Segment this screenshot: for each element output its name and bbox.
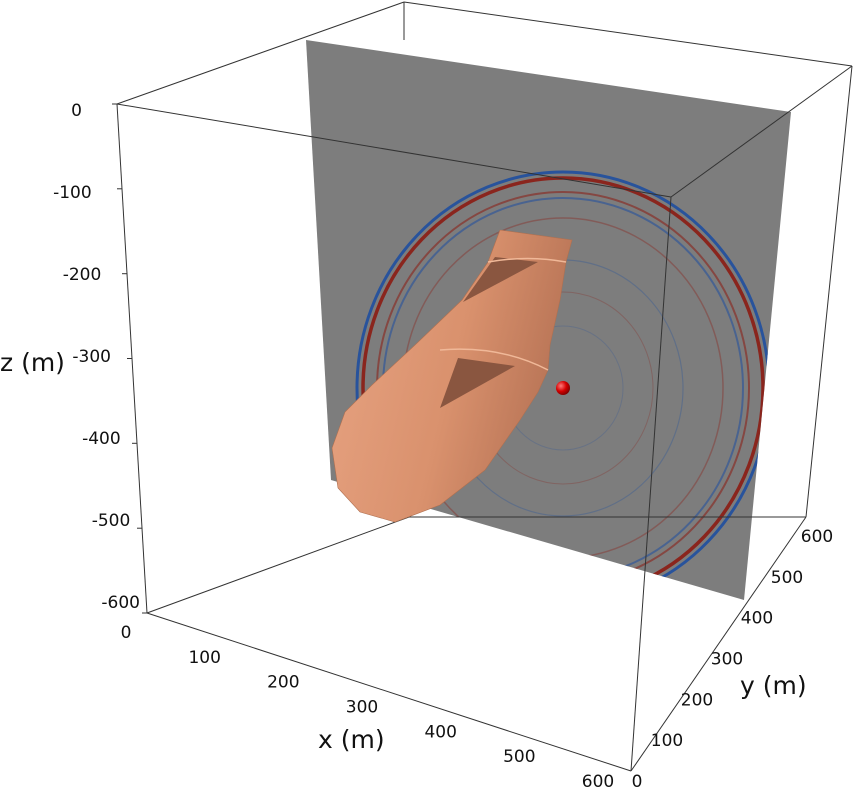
x-tick-label: 300 — [346, 698, 378, 718]
x-tick-label: 400 — [424, 722, 456, 742]
z-tick-label: 0 — [71, 101, 82, 121]
z-tick-label: -100 — [53, 183, 92, 203]
y-tick-label: 500 — [771, 568, 803, 588]
y-tick-label: 300 — [711, 650, 743, 670]
body-ridge-mid — [439, 348, 549, 371]
body-facet-upper — [463, 257, 538, 302]
x-axis-label: x (m) — [318, 725, 385, 754]
body-ridge-top — [487, 257, 567, 263]
x-axis-ticks: 0 100 200 300 400 500 600 — [121, 623, 615, 787]
x-tick-label: 0 — [121, 623, 132, 643]
z-tick-label: -200 — [63, 265, 102, 285]
z-tick-label: -400 — [82, 429, 121, 449]
y-axis-ticks: 0 100 200 300 400 500 600 — [632, 527, 834, 787]
y-tick-label: 0 — [632, 772, 643, 787]
box-back-edges — [116, 1, 853, 105]
y-tick-label: 100 — [651, 731, 683, 751]
z-axis-label: z (m) — [0, 348, 65, 377]
y-tick-label: 400 — [741, 609, 773, 629]
source-point — [556, 381, 570, 395]
z-tick-label: -600 — [101, 593, 140, 613]
y-axis-label: y (m) — [740, 671, 807, 700]
x-tick-label: 500 — [503, 747, 535, 767]
x-tick-label: 600 — [582, 772, 614, 787]
orange-body — [331, 229, 573, 523]
body-facet-lower — [440, 358, 515, 408]
z-tick-label: -500 — [92, 511, 131, 531]
z-tick-label: -300 — [72, 347, 111, 367]
x-tick-label: 200 — [267, 673, 299, 693]
z-axis-ticks: 0 -100 -200 -300 -400 -500 -600 — [53, 101, 147, 614]
y-tick-label: 600 — [801, 527, 833, 547]
x-tick-label: 100 — [188, 648, 220, 668]
y-tick-label: 200 — [681, 690, 713, 710]
